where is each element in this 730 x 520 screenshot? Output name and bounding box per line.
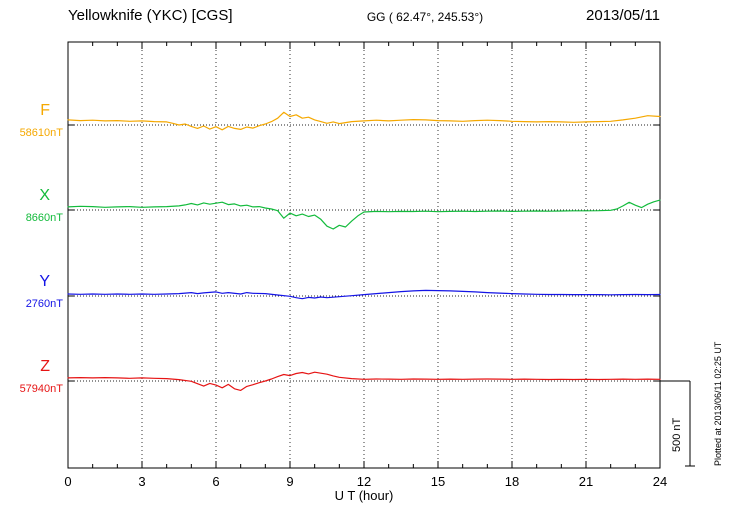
series-baseline-value-X: 8660nT: [25, 212, 63, 224]
plotted-at-note: Plotted at 2013/06/11 02:25 UT: [713, 341, 723, 466]
x-axis-title: U T (hour): [334, 488, 394, 503]
series-baseline-value-F: 58610nT: [19, 127, 63, 139]
x-tick-label-12: 12: [357, 474, 371, 489]
geographic-coordinates: GG ( 62.47°, 245.53°): [366, 10, 484, 24]
station-title: Yellowknife (YKC) [CGS]: [68, 7, 233, 24]
x-tick-label-15: 15: [431, 474, 445, 489]
series-letter-F: F: [40, 102, 50, 119]
x-tick-label-21: 21: [579, 474, 593, 489]
x-tick-label-24: 24: [653, 474, 667, 489]
series-letter-Y: Y: [39, 273, 50, 290]
x-tick-label-9: 9: [286, 474, 293, 489]
series-baseline-value-Z: 57940nT: [19, 383, 63, 395]
x-tick-label-18: 18: [505, 474, 519, 489]
x-tick-label-3: 3: [138, 474, 145, 489]
trace-X: [67, 199, 661, 230]
trace-F: [67, 111, 661, 131]
scale-bar-label: 500 nT: [671, 417, 683, 452]
x-tick-label-6: 6: [212, 474, 219, 489]
trace-Z: [67, 371, 661, 391]
x-tick-label-0: 0: [64, 474, 71, 489]
observation-date: 2013/05/11: [586, 7, 660, 24]
series-letter-Z: Z: [40, 358, 50, 375]
series-baseline-value-Y: 2760nT: [25, 298, 63, 310]
series-letter-X: X: [39, 187, 50, 204]
trace-Y: [67, 289, 661, 300]
